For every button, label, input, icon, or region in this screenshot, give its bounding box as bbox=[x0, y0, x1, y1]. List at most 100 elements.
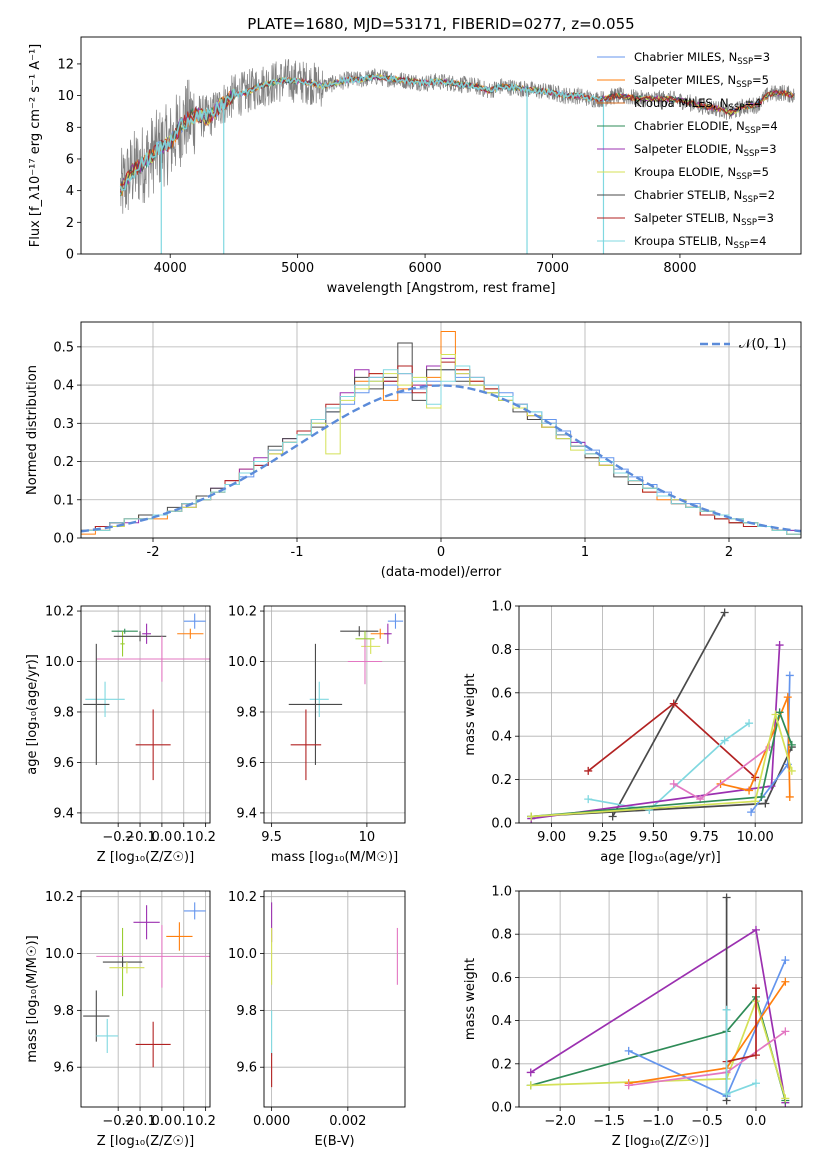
y-axis-label: mass weight bbox=[463, 958, 478, 1040]
weight-point-marker bbox=[669, 699, 678, 708]
weight-series-line bbox=[531, 711, 793, 818]
y-tick-label: 1.0 bbox=[491, 600, 512, 615]
y-tick-label: 0.0 bbox=[53, 532, 74, 547]
errorbar-point bbox=[135, 709, 171, 781]
weight-point-marker bbox=[787, 740, 796, 749]
errorbar-point bbox=[109, 962, 145, 974]
weight-point-marker bbox=[584, 795, 593, 804]
y-tick-label: 9.6 bbox=[236, 1061, 257, 1076]
y-tick-label: 9.4 bbox=[53, 806, 74, 821]
x-tick-label: 0.0 bbox=[152, 1114, 173, 1129]
figure-title: PLATE=1680, MJD=53171, FIBERID=0277, z=0… bbox=[247, 15, 634, 33]
y-axis-label: mass [log₁₀(M/M☉)] bbox=[25, 935, 40, 1062]
errorbar-point bbox=[290, 709, 322, 781]
x-tick-label: −0.5 bbox=[691, 1114, 723, 1129]
y-tick-label: 0.6 bbox=[491, 971, 512, 986]
weight-point-marker bbox=[787, 766, 796, 775]
weight-point-marker bbox=[781, 956, 790, 965]
x-axis-label: Z [log₁₀(Z/Z☉)] bbox=[97, 850, 194, 865]
weight-series-line bbox=[611, 612, 726, 817]
weight-point-marker bbox=[722, 1005, 731, 1014]
age-vs-mass-panel: 9.5 10 9.4 9.6 9.8 10.0 10.2 mass [log₁₀(M/M☉)] bbox=[228, 605, 406, 865]
y-tick-label: 0 bbox=[66, 248, 74, 263]
legend-label: Salpeter ELODIE, NSSP=3 bbox=[634, 142, 777, 159]
normal-curve bbox=[81, 384, 801, 533]
y-tick-label: 10.0 bbox=[228, 947, 257, 962]
x-tick-label: 1 bbox=[581, 545, 589, 560]
axes-frame bbox=[80, 36, 802, 255]
errorbar-point bbox=[166, 922, 193, 951]
x-tick-label: 0.000 bbox=[253, 1114, 290, 1129]
weight-series-line bbox=[588, 722, 750, 811]
y-axis-label: Flux [f_λ10⁻¹⁷ erg cm⁻² s⁻¹ A⁻¹] bbox=[28, 44, 43, 248]
x-tick-label: 5000 bbox=[281, 261, 314, 276]
legend-label: Chabrier STELIB, NSSP=2 bbox=[634, 188, 775, 205]
errorbar-point bbox=[102, 956, 143, 968]
x-tick-label: 0.1 bbox=[173, 1114, 194, 1129]
weight-point-marker bbox=[722, 1090, 731, 1099]
weight-series-line bbox=[725, 1009, 757, 1096]
errorbar-point bbox=[96, 636, 210, 682]
errorbar-point bbox=[120, 631, 125, 657]
weight-point-marker bbox=[761, 799, 770, 808]
weight-point-marker bbox=[720, 736, 729, 745]
axes-frame bbox=[518, 890, 803, 1108]
errorbar-point bbox=[113, 631, 167, 642]
legend-label: Chabrier MILES, NSSP=3 bbox=[634, 50, 770, 67]
y-tick-label: 0.4 bbox=[491, 730, 512, 745]
x-tick-label: 10.00 bbox=[737, 830, 774, 845]
errorbar-points bbox=[271, 902, 398, 1088]
weight-vs-age-panel: 9.00 9.25 9.50 9.75 10.00 0.0 0.2 0.4 0.6 0.8 1.0 a… bbox=[463, 600, 803, 865]
errorbar-point bbox=[96, 1018, 119, 1053]
mass-vs-Z-panel: −0.2−0.10.0 0.1 0.2 9.6 9.8 10.0 10.2 Z [log₁₀(… bbox=[25, 890, 216, 1149]
errorbar-point bbox=[85, 681, 125, 718]
x-tick-label: -1 bbox=[291, 545, 304, 560]
y-tick-label: 0.4 bbox=[53, 379, 74, 394]
y-tick-label: 0.2 bbox=[491, 1057, 512, 1072]
x-tick-label: 2 bbox=[725, 545, 733, 560]
x-tick-label: 9.50 bbox=[639, 830, 668, 845]
axes-frame bbox=[263, 605, 406, 824]
errorbar-point bbox=[96, 925, 210, 988]
errorbar-points bbox=[83, 902, 210, 1068]
errorbar-point bbox=[340, 626, 379, 637]
x-tick-label: 9.00 bbox=[537, 830, 566, 845]
errorbar-point bbox=[309, 681, 329, 718]
errorbar-point bbox=[111, 628, 138, 634]
residuals-panel: -2 -1 0 1 2 0.0 0.1 0.2 0.3 0.4 0.5 (data-model)/er… bbox=[25, 321, 802, 580]
x-tick-label: −2.0 bbox=[544, 1114, 576, 1129]
x-tick-label: −0.1 bbox=[124, 830, 156, 845]
y-tick-label: 10.2 bbox=[45, 605, 74, 620]
y-tick-label: 0.2 bbox=[491, 773, 512, 788]
y-tick-label: 0.5 bbox=[53, 340, 74, 355]
histogram-series bbox=[81, 365, 801, 538]
weight-point-marker bbox=[785, 671, 794, 680]
legend-label: 𝒩(0, 1) bbox=[739, 337, 786, 352]
y-tick-label: 0.0 bbox=[491, 1101, 512, 1116]
weight-point-marker bbox=[624, 1081, 633, 1090]
errorbar-points bbox=[288, 613, 404, 781]
axes-frame bbox=[80, 605, 211, 824]
x-axis-label: age [log₁₀(age/yr)] bbox=[600, 850, 721, 865]
x-tick-label: 7000 bbox=[536, 261, 569, 276]
spectrum-panel: 4000 5000 6000 7000 8000 0 2 4 6 8 10 12 wavelength … bbox=[28, 36, 802, 296]
y-tick-label: 0.0 bbox=[491, 817, 512, 832]
x-tick-label: 6000 bbox=[409, 261, 442, 276]
y-tick-label: 0.1 bbox=[53, 493, 74, 508]
weight-point-marker bbox=[751, 797, 760, 806]
weight-point-marker bbox=[757, 792, 766, 801]
y-tick-label: 9.8 bbox=[236, 1004, 257, 1019]
weight-point-marker bbox=[745, 786, 754, 795]
legend-label: Salpeter STELIB, NSSP=3 bbox=[634, 211, 774, 228]
y-tick-label: 10.0 bbox=[228, 655, 257, 670]
y-tick-label: 1.0 bbox=[491, 885, 512, 900]
y-axis-label: Normed distribution bbox=[25, 365, 40, 495]
weight-series-line bbox=[531, 645, 781, 820]
y-tick-label: 9.4 bbox=[236, 806, 257, 821]
y-tick-label: 10.2 bbox=[228, 890, 257, 905]
x-tick-label: 0 bbox=[437, 545, 445, 560]
axes-frame bbox=[80, 321, 802, 539]
weight-point-marker bbox=[781, 1027, 790, 1036]
legend-label: Salpeter MILES, NSSP=5 bbox=[634, 73, 769, 90]
weight-lines bbox=[526, 893, 790, 1107]
